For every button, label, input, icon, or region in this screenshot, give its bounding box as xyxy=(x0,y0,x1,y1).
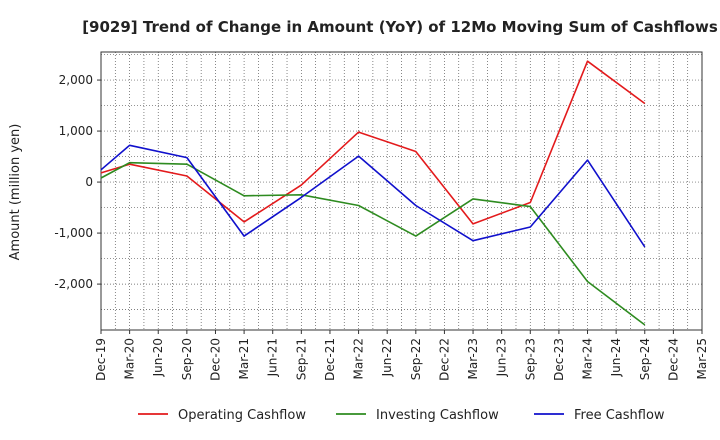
x-tick-label: Dec-22 xyxy=(437,338,451,381)
x-tick-label: Jun-22 xyxy=(380,338,394,377)
y-tick-label: -2,000 xyxy=(54,277,93,291)
free-cashflow-legend-label: Free Cashflow xyxy=(574,408,665,423)
x-tick-label: Jun-20 xyxy=(151,338,165,377)
plot-frame xyxy=(100,51,703,331)
x-tick-label: Sep-24 xyxy=(638,338,652,380)
y-tick-label: -1,000 xyxy=(54,226,93,240)
chart-title: [9029] Trend of Change in Amount (YoY) o… xyxy=(82,18,718,36)
investing-cashflow-legend-label: Investing Cashflow xyxy=(376,408,499,423)
x-tick-label: Dec-19 xyxy=(94,338,108,381)
x-tick-label: Jun-23 xyxy=(495,338,509,377)
x-tick-label: Sep-23 xyxy=(523,338,537,380)
x-tick-label: Mar-24 xyxy=(581,338,595,379)
free-cashflow-line xyxy=(100,144,646,248)
x-tick-label: Dec-21 xyxy=(323,338,337,381)
series-layer xyxy=(100,60,646,326)
x-tick-label: Dec-24 xyxy=(666,338,680,381)
y-tick-labels: 2,000 1,000 0 -1,000 -2,000 xyxy=(54,73,101,291)
investing-cashflow-line xyxy=(100,161,646,326)
x-tick-label: Mar-25 xyxy=(695,338,709,379)
operating-cashflow-legend-label: Operating Cashflow xyxy=(178,408,306,423)
x-tick-label: Jun-21 xyxy=(266,338,280,377)
legend: Operating Cashflow Investing Cashflow Free… xyxy=(138,408,665,423)
x-tick-label: Dec-23 xyxy=(552,338,566,381)
y-tick-label: 2,000 xyxy=(59,73,93,87)
x-tick-label: Sep-20 xyxy=(180,338,194,380)
x-tick-label: Jun-24 xyxy=(609,338,623,377)
y-axis-label: Amount (million yen) xyxy=(8,124,23,261)
y-tick-label: 1,000 xyxy=(59,124,93,138)
x-tick-label: Mar-20 xyxy=(123,338,137,379)
x-tick-label: Mar-21 xyxy=(237,338,251,379)
x-tick-label: Mar-22 xyxy=(352,338,366,379)
x-tick-label: Sep-21 xyxy=(294,338,308,380)
x-tick-label: Dec-20 xyxy=(208,338,222,381)
grid-layer xyxy=(100,52,703,330)
x-tick-label: Sep-22 xyxy=(409,338,423,380)
x-tick-labels: Dec-19 Mar-20 Jun-20 Sep-20 Dec-20 Mar-21 Jun-… xyxy=(94,330,709,381)
x-tick-label: Mar-23 xyxy=(466,338,480,379)
operating-cashflow-line xyxy=(100,60,646,225)
y-tick-label: 0 xyxy=(85,175,93,189)
